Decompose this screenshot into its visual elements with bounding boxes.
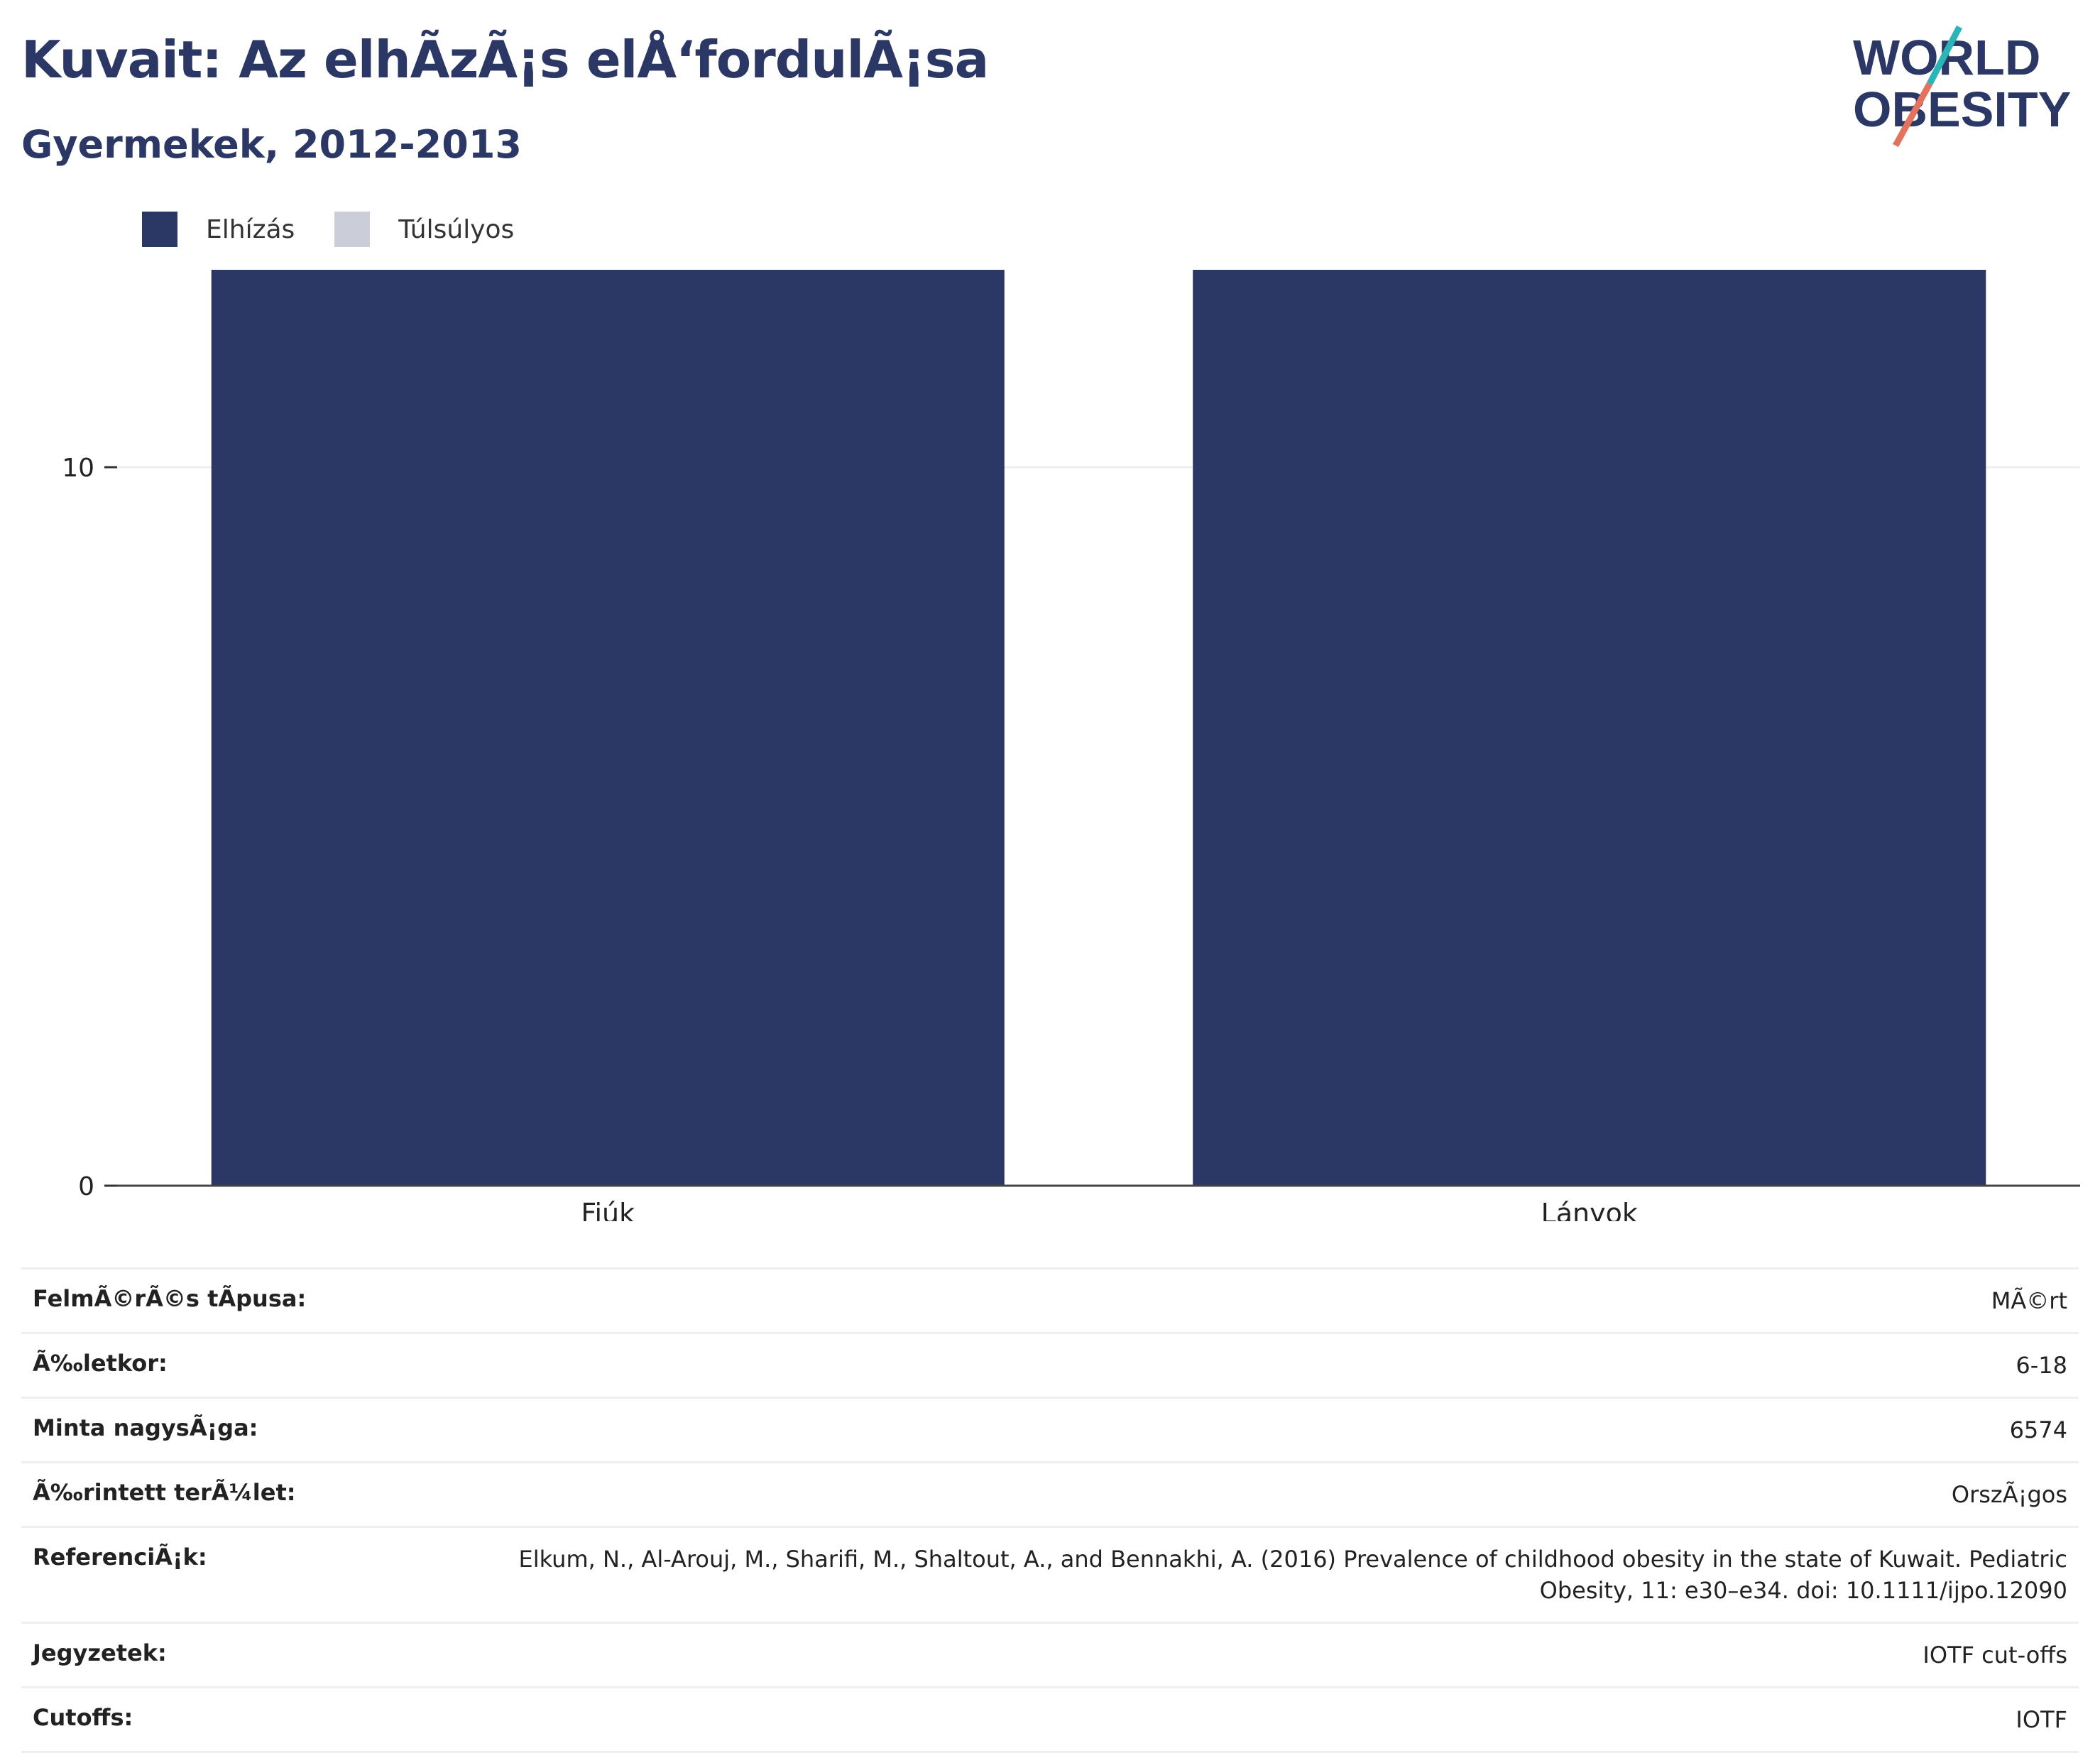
metadata-label: ReferenciÃ¡k:	[33, 1544, 207, 1571]
metadata-label: Minta nagysÃ¡ga:	[33, 1414, 258, 1441]
metadata-value: OrszÃ¡gos	[1951, 1481, 2067, 1508]
legend-label-obesity: Elhízás	[206, 214, 295, 244]
world-obesity-logo: WORLD OBESITY	[1853, 25, 2071, 148]
metadata-label: FelmÃ©rÃ©s tÃpusa:	[33, 1285, 307, 1312]
metadata-value: MÃ©rt	[1991, 1287, 2067, 1314]
x-tick-label: Fiúk	[581, 1198, 635, 1221]
page-title: Kuvait: Az elhÃzÃ¡s elÅ‘fordulÃ¡sa	[21, 30, 989, 89]
page-subtitle: Gyermekek, 2012-2013	[21, 122, 522, 167]
metadata-row: Cutoffs: IOTF	[21, 1686, 2079, 1753]
metadata-value: Elkum, N., Al-Arouj, M., Sharifi, M., Sh…	[518, 1546, 2067, 1604]
metadata-row: ReferenciÃ¡k: Elkum, N., Al-Arouj, M., Sh…	[21, 1526, 2079, 1622]
metadata-row: Ã‰letkor: 6-18	[21, 1332, 2079, 1397]
y-tick-label: 10	[62, 454, 94, 483]
legend-swatch-overweight	[334, 212, 371, 247]
y-tick-label: 0	[78, 1172, 94, 1201]
metadata-label: Ã‰letkor:	[33, 1350, 168, 1377]
metadata-row: Minta nagysÃ¡ga: 6574	[21, 1397, 2079, 1461]
legend-item-overweight[interactable]: Túlsúlyos	[334, 212, 514, 247]
bar-obesity-0[interactable]	[211, 270, 1005, 1186]
legend-item-obesity[interactable]: Elhízás	[142, 212, 295, 247]
metadata-label: Jegyzetek:	[33, 1639, 167, 1666]
bars	[211, 270, 1986, 1186]
metadata-value: IOTF cut-offs	[1923, 1642, 2067, 1669]
legend-label-overweight: Túlsúlyos	[398, 214, 515, 244]
bar-obesity-1[interactable]	[1193, 270, 1986, 1186]
metadata-row: FelmÃ©rÃ©s tÃpusa: MÃ©rt	[21, 1267, 2079, 1332]
metadata-table: FelmÃ©rÃ©s tÃpusa: MÃ©rt Ã‰letkor: 6-18 Mint…	[21, 1267, 2079, 1753]
metadata-value: IOTF	[2016, 1706, 2067, 1733]
x-tick-label: Lányok	[1541, 1198, 1638, 1221]
metadata-value: 6-18	[2016, 1352, 2067, 1379]
legend-swatch-obesity	[142, 212, 177, 247]
metadata-label: Cutoffs:	[33, 1704, 133, 1731]
metadata-value: 6574	[2009, 1416, 2067, 1443]
metadata-row: Jegyzetek: IOTF cut-offs	[21, 1622, 2079, 1686]
metadata-row: Ã‰rintett terÃ¼let: OrszÃ¡gos	[21, 1461, 2079, 1526]
logo-slash-teal	[1927, 25, 1962, 86]
metadata-label: Ã‰rintett terÃ¼let:	[33, 1479, 296, 1506]
logo-line2: OBESITY	[1853, 82, 2071, 137]
logo-slash-coral	[1893, 82, 1932, 148]
chart-legend: Elhízás Túlsúlyos	[142, 212, 535, 247]
